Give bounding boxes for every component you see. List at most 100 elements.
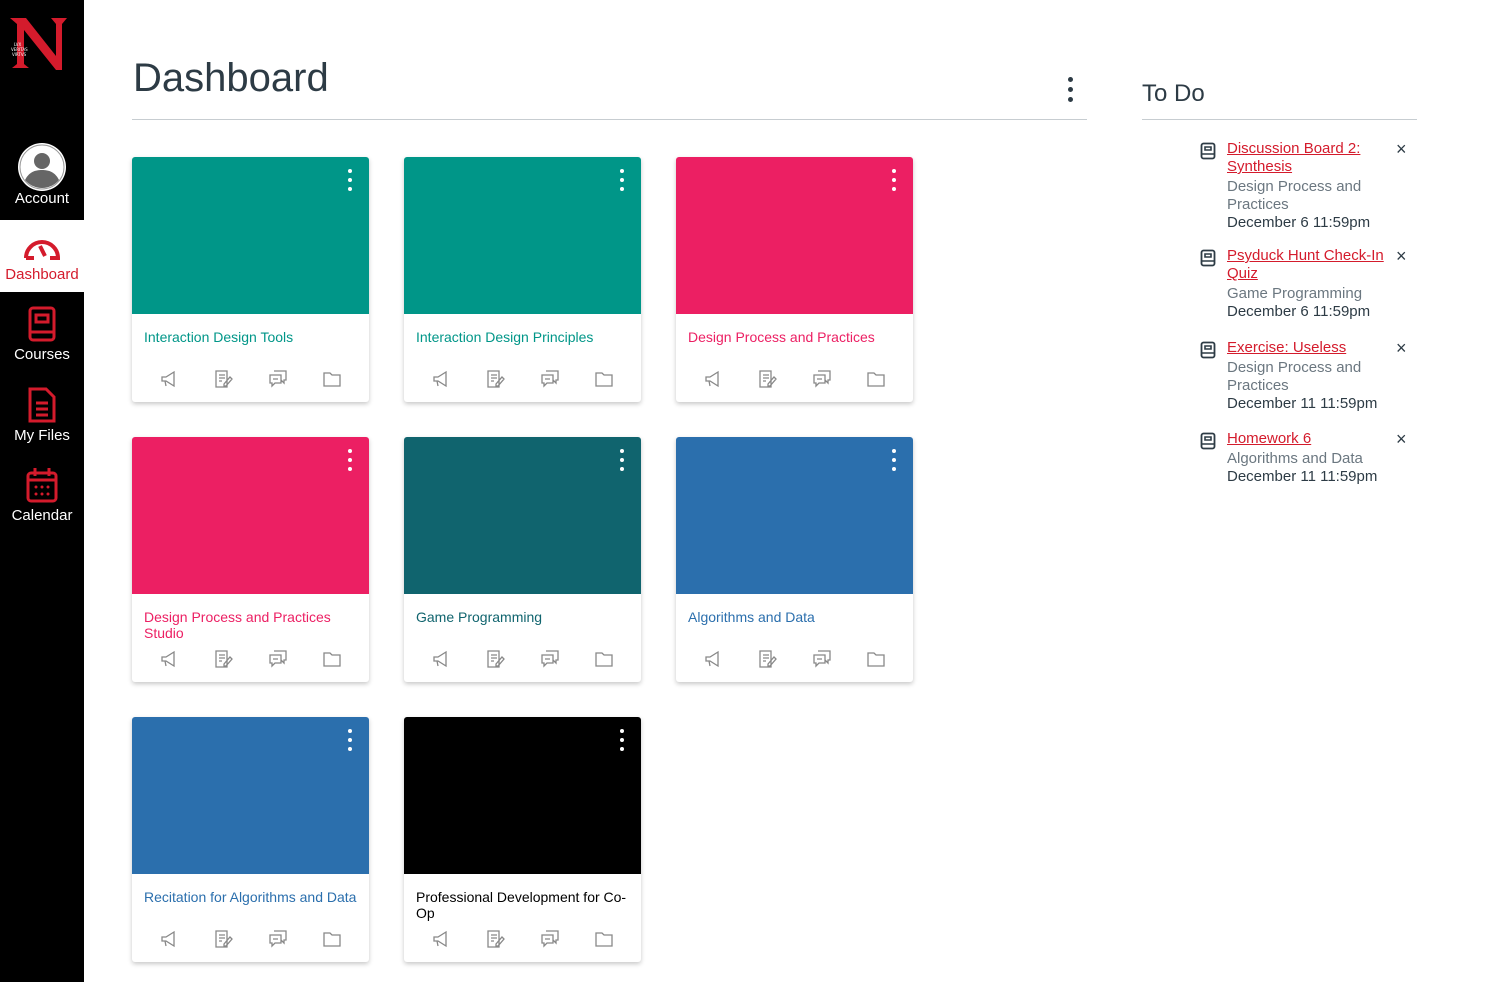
avatar-icon bbox=[18, 143, 66, 191]
todo-divider bbox=[1142, 119, 1417, 120]
dismiss-todo-close-icon[interactable]: × bbox=[1396, 139, 1407, 159]
discussions-icon[interactable] bbox=[540, 930, 560, 948]
course-card[interactable]: Interaction Design Tools bbox=[132, 157, 369, 402]
course-card-header[interactable] bbox=[132, 437, 369, 594]
dashboard-options-kebab-icon[interactable] bbox=[1066, 77, 1074, 102]
dismiss-todo-close-icon[interactable]: × bbox=[1396, 246, 1407, 266]
course-card-title[interactable]: Professional Development for Co-Op bbox=[416, 889, 627, 921]
card-options-kebab-icon[interactable] bbox=[346, 449, 354, 471]
discussions-icon[interactable] bbox=[540, 370, 560, 388]
course-card[interactable]: Interaction Design Principles bbox=[404, 157, 641, 402]
course-card-title[interactable]: Design Process and Practices bbox=[688, 329, 875, 345]
card-options-kebab-icon[interactable] bbox=[618, 449, 626, 471]
todo-item: × Psyduck Hunt Check-In Quiz Game Progra… bbox=[1200, 247, 1420, 321]
card-options-kebab-icon[interactable] bbox=[890, 449, 898, 471]
nav-calendar[interactable]: Calendar bbox=[0, 467, 84, 524]
course-card[interactable]: Algorithms and Data bbox=[676, 437, 913, 682]
todo-item: × Discussion Board 2: Synthesis Design P… bbox=[1200, 140, 1420, 232]
assignments-icon[interactable] bbox=[213, 650, 234, 668]
university-logo[interactable]: LVX VERITAS VIRTVS bbox=[6, 14, 78, 72]
files-icon[interactable] bbox=[866, 650, 886, 668]
announcements-icon[interactable] bbox=[431, 370, 451, 388]
course-card-header[interactable] bbox=[132, 717, 369, 874]
course-card[interactable]: Professional Development for Co-Op bbox=[404, 717, 641, 962]
dashboard-gauge-icon bbox=[24, 240, 61, 260]
svg-text:VIRTVS: VIRTVS bbox=[12, 52, 27, 57]
assignment-icon bbox=[1200, 249, 1216, 267]
announcements-icon[interactable] bbox=[431, 930, 451, 948]
course-card-title[interactable]: Game Programming bbox=[416, 609, 543, 625]
todo-link[interactable]: Discussion Board 2: Synthesis bbox=[1227, 140, 1361, 175]
discussions-icon[interactable] bbox=[268, 650, 288, 668]
files-icon[interactable] bbox=[594, 930, 614, 948]
course-card-title[interactable]: Interaction Design Principles bbox=[416, 329, 594, 345]
course-card[interactable]: Design Process and Practices bbox=[676, 157, 913, 402]
todo-course: Algorithms and Data bbox=[1227, 450, 1363, 467]
nav-label: Dashboard bbox=[5, 266, 79, 283]
files-icon[interactable] bbox=[322, 650, 342, 668]
announcements-icon[interactable] bbox=[431, 650, 451, 668]
course-card[interactable]: Recitation for Algorithms and Data bbox=[132, 717, 369, 962]
header-divider bbox=[132, 119, 1087, 120]
nav-label: My Files bbox=[14, 427, 70, 444]
assignments-icon[interactable] bbox=[485, 930, 506, 948]
assignments-icon[interactable] bbox=[757, 650, 778, 668]
assignment-icon bbox=[1200, 341, 1216, 359]
todo-due-date: December 11 11:59pm bbox=[1227, 395, 1378, 412]
dismiss-todo-close-icon[interactable]: × bbox=[1396, 338, 1407, 358]
files-icon[interactable] bbox=[866, 370, 886, 388]
dismiss-todo-close-icon[interactable]: × bbox=[1396, 429, 1407, 449]
discussions-icon[interactable] bbox=[268, 930, 288, 948]
todo-link[interactable]: Exercise: Useless bbox=[1227, 339, 1347, 356]
card-options-kebab-icon[interactable] bbox=[890, 169, 898, 191]
course-card-header[interactable] bbox=[404, 717, 641, 874]
card-options-kebab-icon[interactable] bbox=[346, 169, 354, 191]
discussions-icon[interactable] bbox=[812, 370, 832, 388]
discussions-icon[interactable] bbox=[540, 650, 560, 668]
todo-link[interactable]: Homework 6 bbox=[1227, 430, 1312, 447]
announcements-icon[interactable] bbox=[159, 370, 179, 388]
assignments-icon[interactable] bbox=[485, 650, 506, 668]
announcements-icon[interactable] bbox=[159, 930, 179, 948]
course-card-title[interactable]: Algorithms and Data bbox=[688, 609, 815, 625]
announcements-icon[interactable] bbox=[703, 650, 723, 668]
files-icon[interactable] bbox=[594, 650, 614, 668]
nav-my-files[interactable]: My Files bbox=[0, 387, 84, 444]
file-icon bbox=[28, 387, 56, 423]
assignments-icon[interactable] bbox=[757, 370, 778, 388]
card-options-kebab-icon[interactable] bbox=[618, 169, 626, 191]
course-card-title[interactable]: Interaction Design Tools bbox=[144, 329, 294, 345]
page-title: Dashboard bbox=[133, 56, 329, 100]
announcements-icon[interactable] bbox=[159, 650, 179, 668]
discussions-icon[interactable] bbox=[812, 650, 832, 668]
course-card-header[interactable] bbox=[404, 157, 641, 314]
discussions-icon[interactable] bbox=[268, 370, 288, 388]
nav-label: Account bbox=[14, 190, 70, 207]
todo-course: Design Process and Practices bbox=[1227, 359, 1362, 394]
course-card-header[interactable] bbox=[132, 157, 369, 314]
announcements-icon[interactable] bbox=[703, 370, 723, 388]
nav-account[interactable]: Account bbox=[0, 142, 84, 212]
todo-due-date: December 6 11:59pm bbox=[1227, 303, 1371, 320]
course-card-title[interactable]: Recitation for Algorithms and Data bbox=[144, 889, 357, 905]
card-options-kebab-icon[interactable] bbox=[346, 729, 354, 751]
nav-courses[interactable]: Courses bbox=[0, 306, 84, 363]
global-nav: LVX VERITAS VIRTVS Account Dashboard Cou… bbox=[0, 0, 84, 982]
assignments-icon[interactable] bbox=[213, 930, 234, 948]
course-card[interactable]: Design Process and Practices Studio bbox=[132, 437, 369, 682]
course-card-header[interactable] bbox=[676, 157, 913, 314]
course-card-header[interactable] bbox=[404, 437, 641, 594]
book-icon bbox=[28, 306, 56, 342]
course-card[interactable]: Game Programming bbox=[404, 437, 641, 682]
todo-course: Design Process and Practices bbox=[1227, 178, 1362, 213]
course-card-header[interactable] bbox=[676, 437, 913, 594]
course-card-title[interactable]: Design Process and Practices Studio bbox=[144, 609, 331, 641]
assignments-icon[interactable] bbox=[213, 370, 234, 388]
files-icon[interactable] bbox=[594, 370, 614, 388]
nav-dashboard[interactable]: Dashboard bbox=[0, 220, 84, 292]
files-icon[interactable] bbox=[322, 930, 342, 948]
todo-link[interactable]: Psyduck Hunt Check-In Quiz bbox=[1227, 247, 1384, 282]
assignments-icon[interactable] bbox=[485, 370, 506, 388]
card-options-kebab-icon[interactable] bbox=[618, 729, 626, 751]
files-icon[interactable] bbox=[322, 370, 342, 388]
